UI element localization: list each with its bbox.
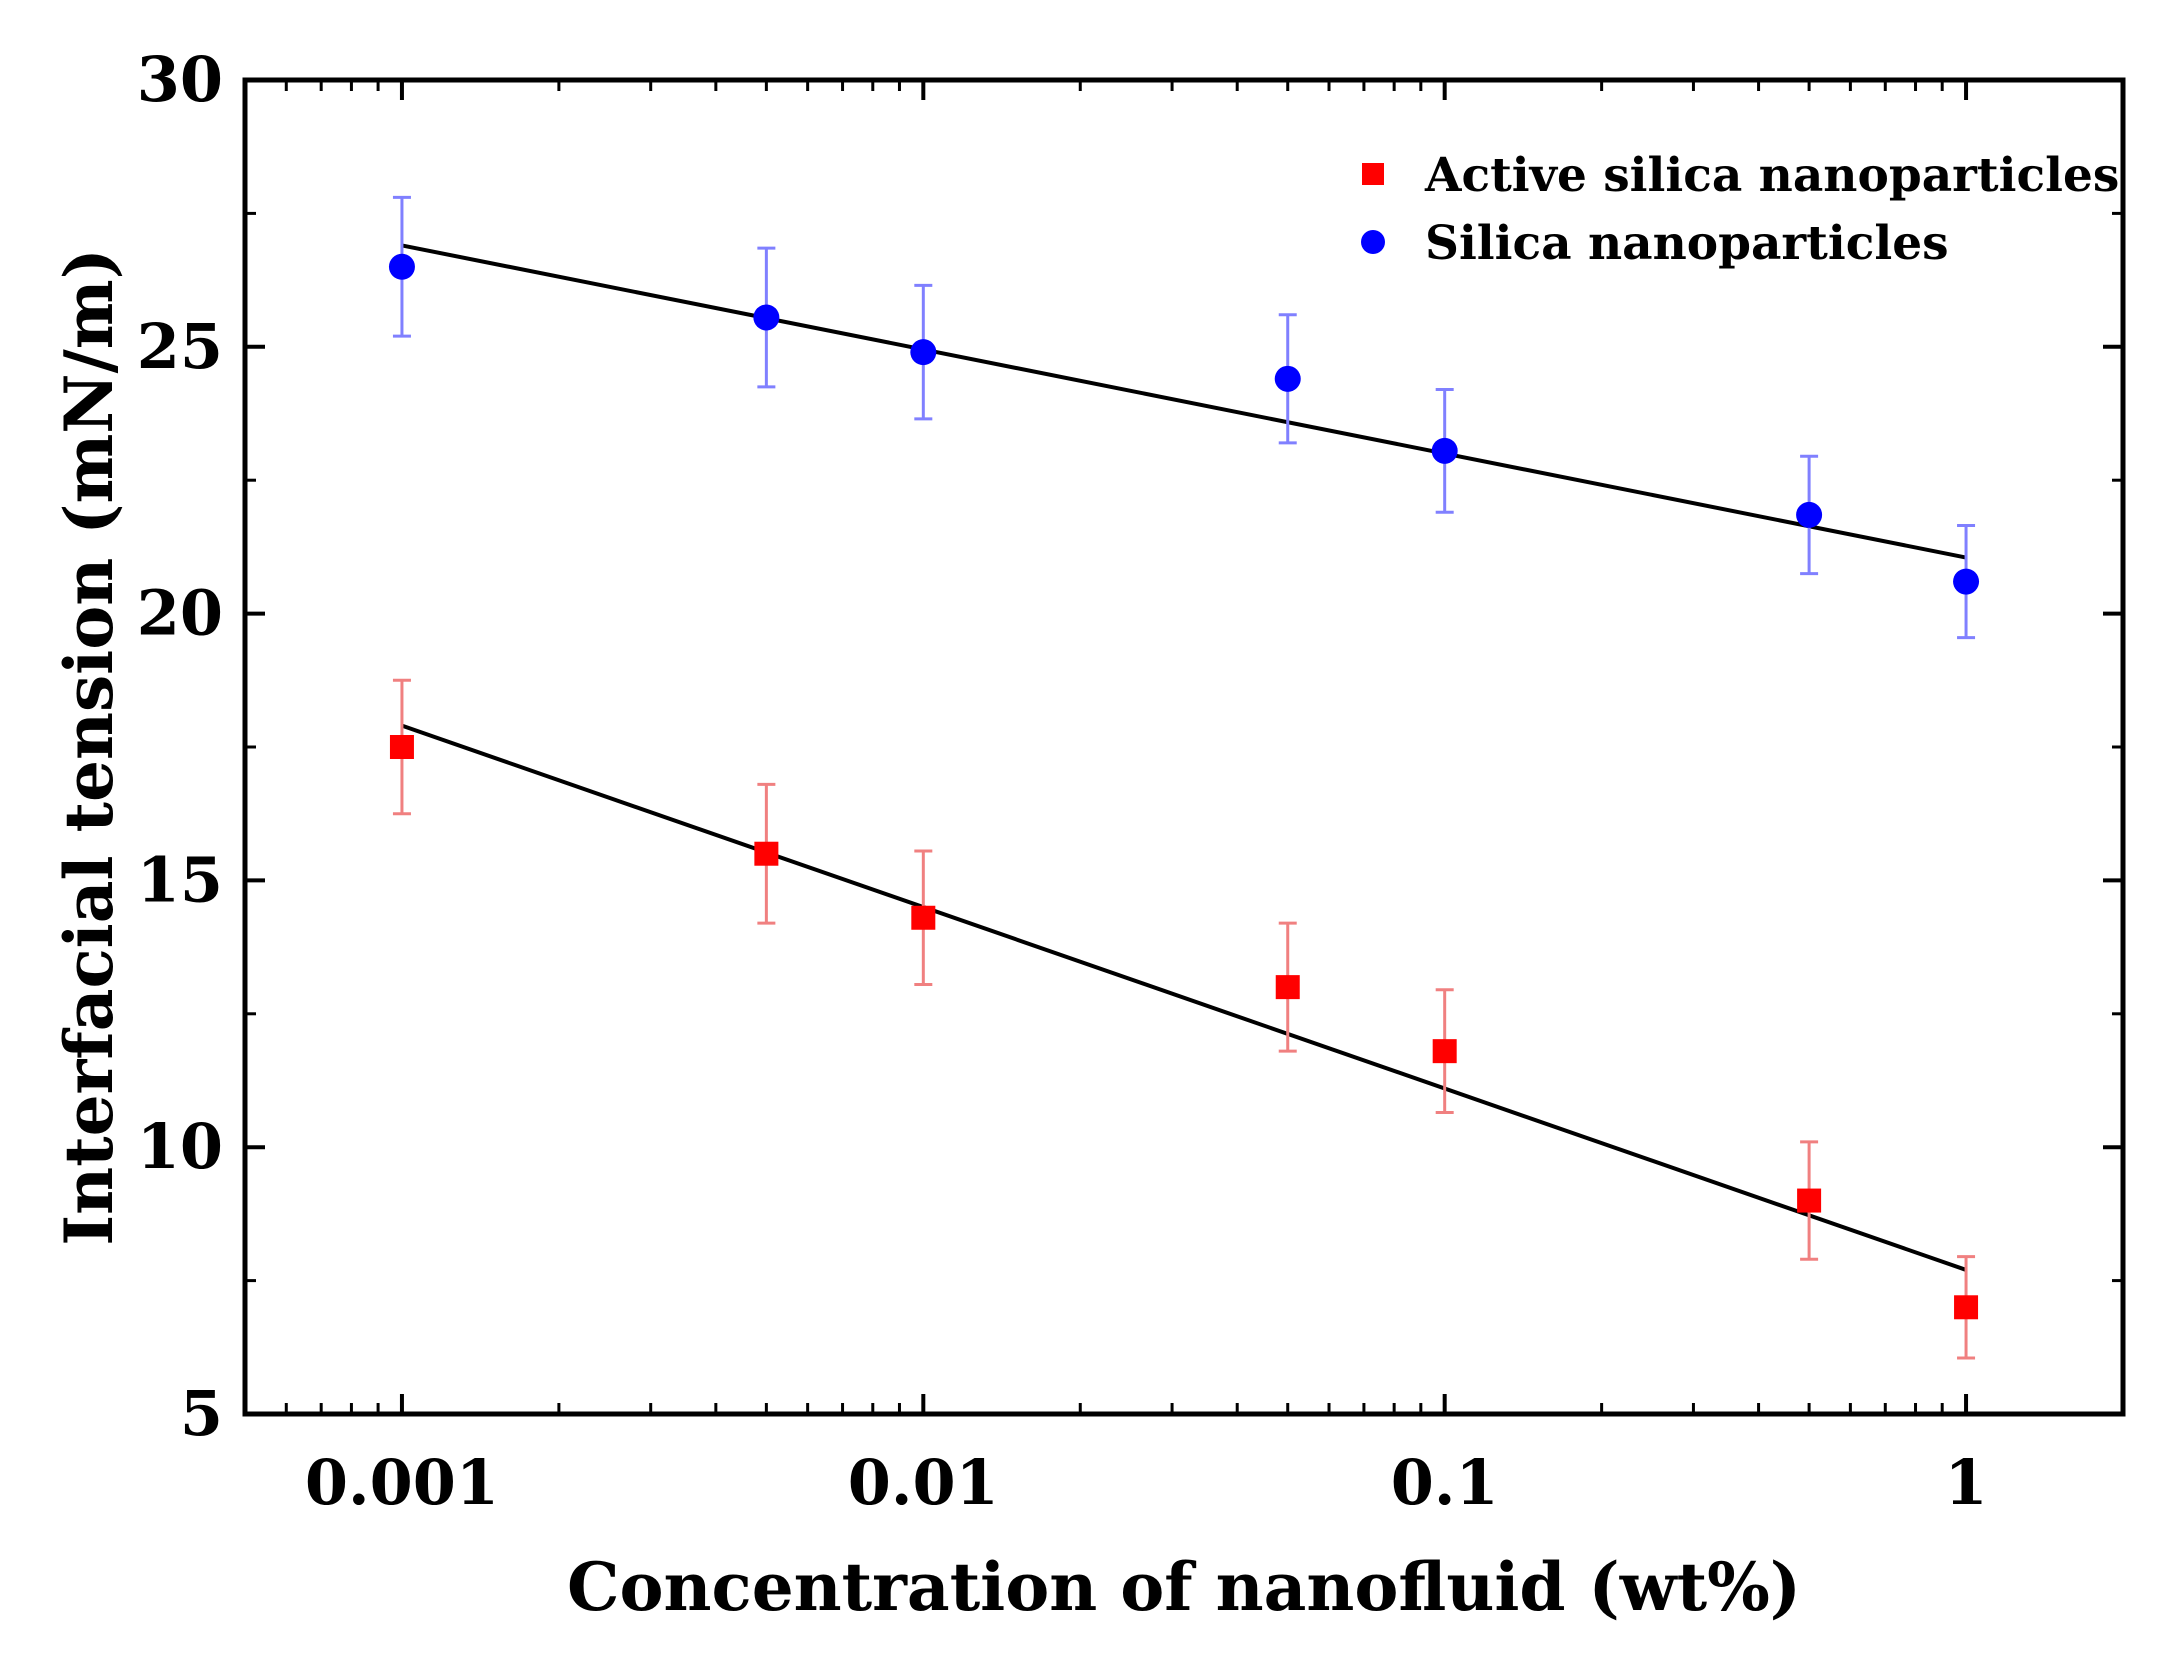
x-tick-label: 0.1 — [1391, 1446, 1499, 1519]
data-point-active-silica — [911, 905, 936, 930]
x-axis-title: Concentration of nanofluid (wt%) — [567, 1548, 1801, 1626]
fit-layer — [401, 243, 1967, 1272]
ticks-layer: 5 10 15 20 25 30 0.001 0.01 0.1 1 — [137, 43, 2125, 1519]
data-point-active-silica — [1432, 1039, 1457, 1064]
legend-marker-active-silica — [1362, 163, 1384, 185]
data-point-silica — [753, 304, 780, 331]
data-point-active-silica — [1954, 1295, 1979, 1320]
plot-frame — [242, 77, 2126, 1417]
data-point-silica — [388, 253, 415, 280]
data-point-active-silica — [389, 735, 414, 759]
data-point-silica — [1796, 501, 1823, 528]
data-point-active-silica — [754, 841, 779, 866]
y-tick-label: 20 — [137, 577, 223, 650]
legend-label-silica: Silica nanoparticles — [1425, 216, 1949, 271]
data-point-active-silica — [1797, 1188, 1822, 1213]
y-tick-label: 10 — [137, 1110, 223, 1183]
x-tick-label: 0.01 — [848, 1446, 999, 1519]
data-point-silica — [1953, 568, 1980, 595]
y-tick-label: 30 — [137, 43, 223, 116]
legend-label-active-silica: Active silica nanoparticles — [1424, 148, 2119, 203]
fit-line-active-silica — [401, 723, 1967, 1272]
legend: Active silica nanoparticles Silica nanopa… — [1361, 148, 2119, 271]
legend-marker-silica — [1361, 230, 1385, 254]
y-tick-label: 5 — [180, 1377, 223, 1450]
data-point-silica — [910, 339, 937, 366]
y-tick-label: 25 — [137, 310, 223, 383]
x-tick-label: 0.001 — [305, 1446, 499, 1519]
error-bars-layer — [392, 195, 1976, 1360]
x-tick-label: 1 — [1944, 1446, 1987, 1519]
fit-line-silica — [401, 243, 1967, 560]
y-tick-label: 15 — [137, 843, 223, 916]
data-point-silica — [1274, 365, 1301, 392]
data-point-active-silica — [1275, 975, 1300, 1000]
points-layer — [388, 253, 1980, 1320]
data-point-silica — [1431, 437, 1458, 464]
y-axis-title: Interfacial tension (mN/m) — [50, 248, 128, 1246]
